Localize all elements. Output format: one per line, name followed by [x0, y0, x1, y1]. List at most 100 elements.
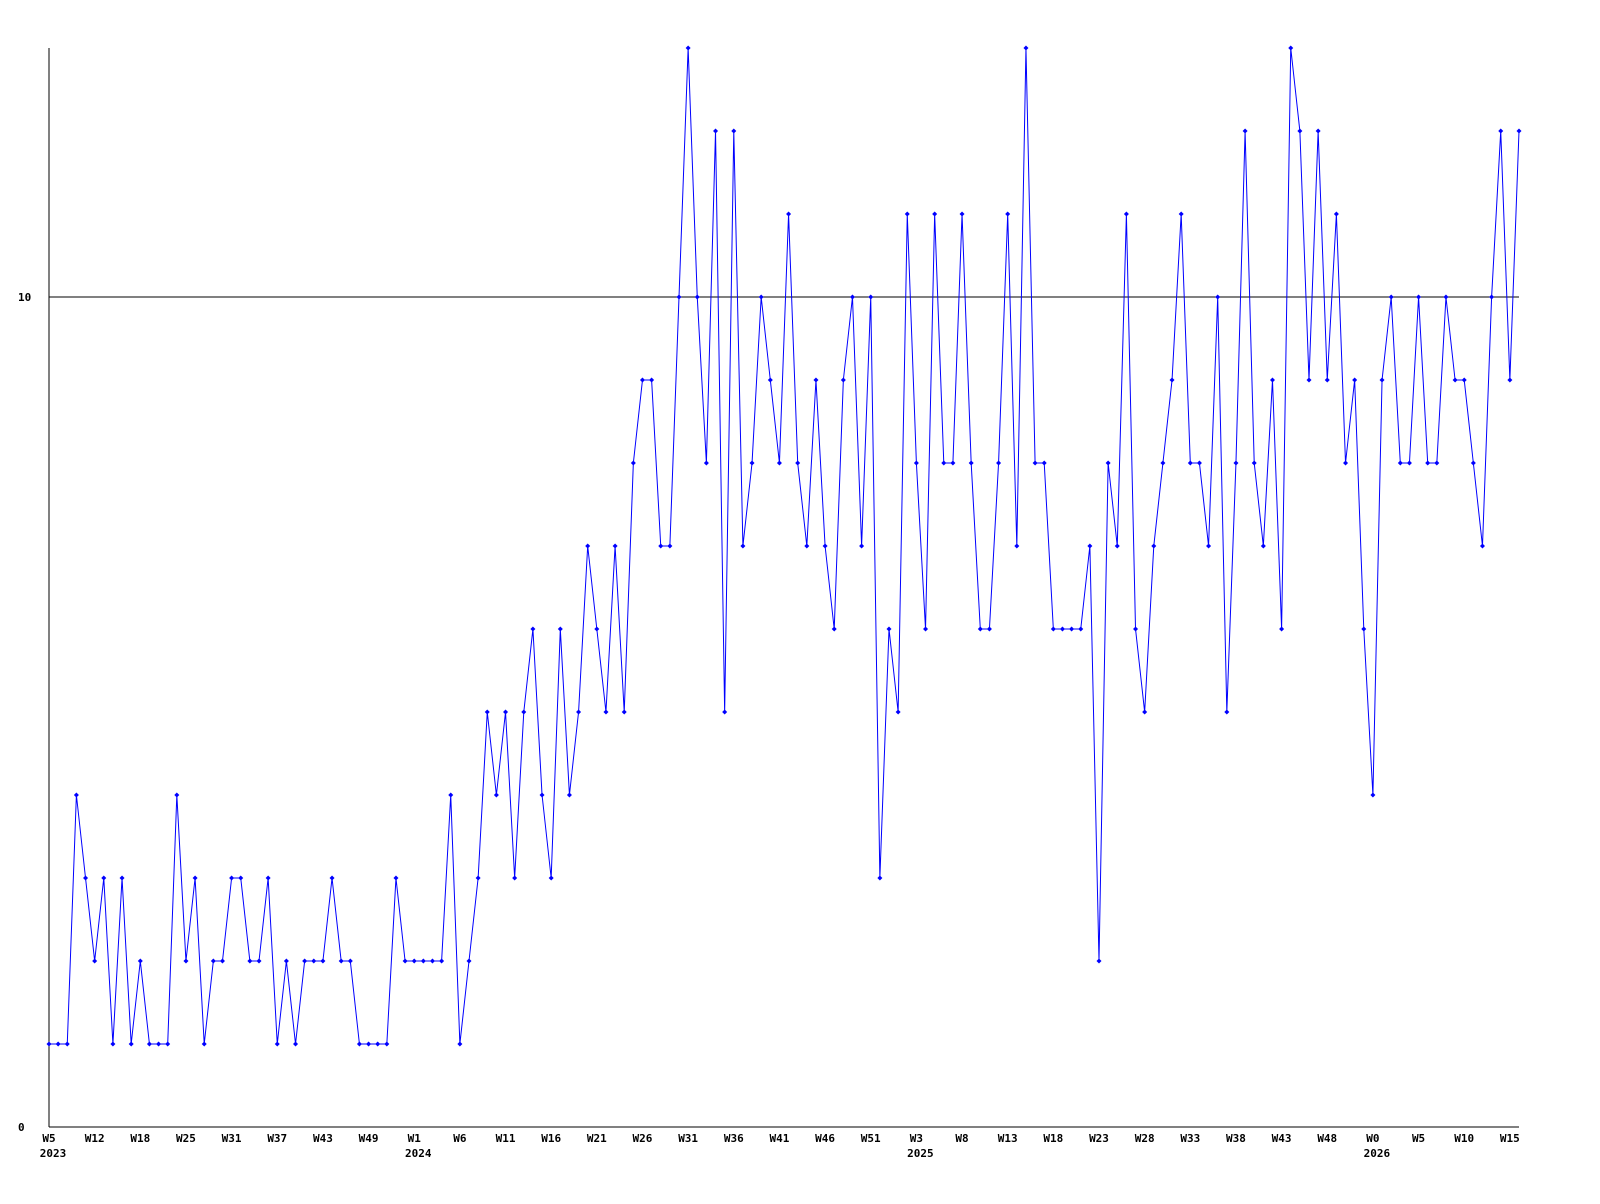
data-point — [1388, 294, 1394, 300]
data-point — [767, 377, 773, 383]
data-point — [1297, 128, 1303, 134]
x-tick-label: W51 — [861, 1132, 881, 1145]
data-point — [703, 460, 709, 466]
data-point — [1005, 211, 1011, 217]
data-point — [959, 211, 965, 217]
data-point — [64, 1041, 70, 1047]
data-point — [1032, 460, 1038, 466]
data-point — [1023, 45, 1029, 51]
x-tick-label: W3 — [910, 1132, 923, 1145]
x-tick-label: W23 — [1089, 1132, 1109, 1145]
x-tick-label: W36 — [724, 1132, 744, 1145]
data-point — [329, 875, 335, 881]
data-point — [676, 294, 682, 300]
data-point — [183, 958, 189, 964]
data-point — [247, 958, 253, 964]
data-point — [201, 1041, 207, 1047]
data-point — [1087, 543, 1093, 549]
data-point — [557, 626, 563, 632]
data-point — [256, 958, 262, 964]
data-point — [457, 1041, 463, 1047]
data-point — [402, 958, 408, 964]
data-point — [639, 377, 645, 383]
x-tick-label: W41 — [769, 1132, 789, 1145]
data-point — [776, 460, 782, 466]
data-point — [1251, 460, 1257, 466]
data-point — [1324, 377, 1330, 383]
data-point — [1078, 626, 1084, 632]
data-point — [1461, 377, 1467, 383]
data-point — [731, 128, 737, 134]
data-point — [1470, 460, 1476, 466]
data-point — [576, 709, 582, 715]
data-point — [1288, 45, 1294, 51]
data-point — [302, 958, 308, 964]
x-tick-label: W8 — [955, 1132, 968, 1145]
data-point — [1397, 460, 1403, 466]
data-point — [1096, 958, 1102, 964]
data-point — [649, 377, 655, 383]
data-point — [1343, 460, 1349, 466]
data-point — [1133, 626, 1139, 632]
x-tick-label: W31 — [678, 1132, 698, 1145]
data-point — [658, 543, 664, 549]
x-tick-label: W38 — [1226, 1132, 1246, 1145]
data-point — [1416, 294, 1422, 300]
data-point — [1443, 294, 1449, 300]
data-point — [420, 958, 426, 964]
data-point — [347, 958, 353, 964]
data-point — [83, 875, 89, 881]
data-point — [320, 958, 326, 964]
x-tick-label: W11 — [496, 1132, 516, 1145]
data-point — [1206, 543, 1212, 549]
data-point — [1425, 460, 1431, 466]
data-point — [293, 1041, 299, 1047]
data-point — [1160, 460, 1166, 466]
data-point — [1306, 377, 1312, 383]
x-tick-label: W5 — [1412, 1132, 1425, 1145]
data-point — [904, 211, 910, 217]
data-point — [1041, 460, 1047, 466]
data-point — [886, 626, 892, 632]
data-point — [977, 626, 983, 632]
data-point — [475, 875, 481, 881]
data-point — [1315, 128, 1321, 134]
data-point — [1242, 128, 1248, 134]
data-point — [137, 958, 143, 964]
data-point — [146, 1041, 152, 1047]
x-tick-label: W15 — [1500, 1132, 1520, 1145]
data-point — [1059, 626, 1065, 632]
data-point — [311, 958, 317, 964]
data-point — [1361, 626, 1367, 632]
data-point — [603, 709, 609, 715]
data-point — [932, 211, 938, 217]
data-point — [92, 958, 98, 964]
data-point — [1279, 626, 1285, 632]
data-point — [119, 875, 125, 881]
data-point — [1178, 211, 1184, 217]
data-point — [1269, 377, 1275, 383]
data-point — [101, 875, 107, 881]
x-year-label: 2024 — [405, 1147, 432, 1160]
data-point — [466, 958, 472, 964]
data-point — [749, 460, 755, 466]
data-point — [265, 875, 271, 881]
data-point — [530, 626, 536, 632]
data-point — [713, 128, 719, 134]
x-tick-label: W5 — [42, 1132, 55, 1145]
data-point — [941, 460, 947, 466]
data-point — [621, 709, 627, 715]
data-point — [366, 1041, 372, 1047]
data-point — [174, 792, 180, 798]
data-point — [585, 543, 591, 549]
data-point — [612, 543, 618, 549]
data-point — [521, 709, 527, 715]
data-point — [1050, 626, 1056, 632]
data-point — [356, 1041, 362, 1047]
data-point — [493, 792, 499, 798]
data-point — [393, 875, 399, 881]
data-point — [219, 958, 225, 964]
data-point — [1333, 211, 1339, 217]
data-point — [694, 294, 700, 300]
data-point — [1187, 460, 1193, 466]
